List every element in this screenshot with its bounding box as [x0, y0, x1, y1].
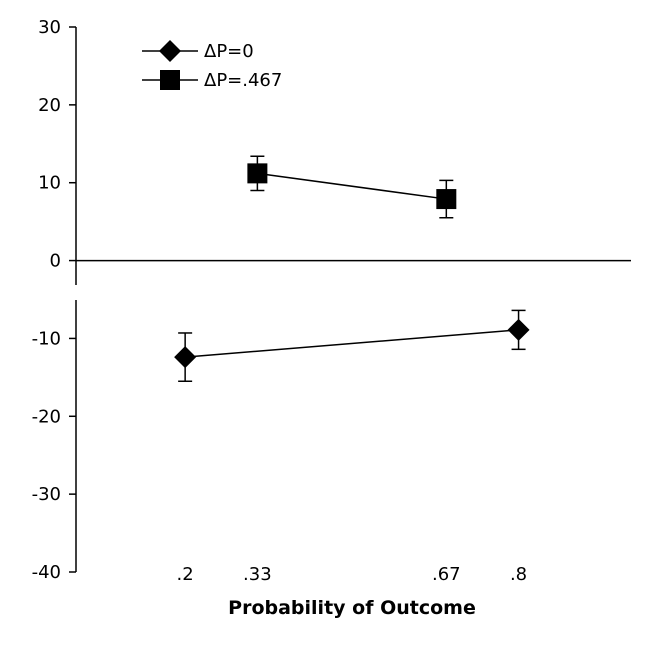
y-tick-label: -40 [32, 562, 61, 583]
x-tick-label: .33 [243, 564, 272, 585]
y-tick-label: 0 [50, 251, 61, 272]
legend-square-marker [160, 70, 180, 90]
y-axis: 30 20 10 0 -10 -20 -30 -40 [32, 17, 77, 583]
y-tick-label: -20 [32, 406, 61, 427]
x-tick-label: .67 [432, 564, 461, 585]
y-tick-label: 30 [38, 17, 61, 38]
series-line [185, 329, 519, 358]
series-group [174, 155, 530, 382]
y-tick-label: -30 [32, 484, 61, 505]
x-tick-label: .8 [510, 564, 527, 585]
diamond-marker [507, 318, 530, 341]
x-axis: .2 .33 .67 .8 [76, 259, 631, 585]
legend-label: ΔP=0 [204, 41, 254, 62]
y-tick-label: -10 [32, 328, 61, 349]
y-tick-label: 20 [38, 95, 61, 116]
x-axis-title: Probability of Outcome [228, 597, 476, 619]
square-marker [436, 189, 457, 210]
square-marker [247, 163, 268, 184]
series-2 [247, 155, 457, 219]
y-tick-label: 10 [38, 173, 61, 194]
series-line [257, 172, 447, 200]
series-1 [174, 309, 530, 382]
diamond-marker [174, 346, 197, 369]
legend-diamond-marker [159, 40, 181, 62]
legend: ΔP=0 ΔP=.467 [142, 40, 282, 91]
x-tick-label: .2 [177, 564, 194, 585]
legend-label: ΔP=.467 [204, 70, 282, 91]
